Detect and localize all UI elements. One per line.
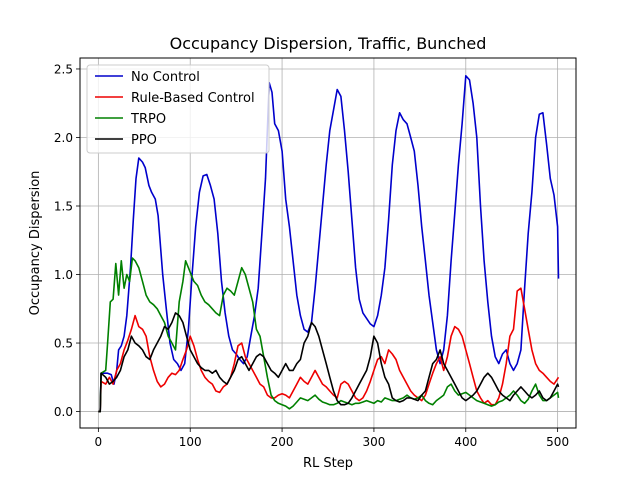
- series-line-ppo: [98, 312, 560, 413]
- x-tick-label: 400: [454, 435, 477, 449]
- y-axis-label: Occupancy Dispersion: [28, 171, 43, 316]
- series-line-trpo: [98, 257, 560, 413]
- legend-label-rule-based-control: Rule-Based Control: [131, 91, 255, 106]
- y-tick-label: 1.5: [54, 200, 73, 214]
- x-tick-label: 500: [546, 435, 569, 449]
- legend-label-ppo: PPO: [131, 133, 157, 148]
- legend-box: [86, 64, 270, 154]
- plot-frame: [79, 57, 577, 429]
- legend-label-trpo: TRPO: [130, 112, 166, 127]
- x-tick-label: 300: [362, 435, 385, 449]
- x-tick-label: 200: [271, 435, 294, 449]
- y-tick-label: 0.0: [54, 405, 73, 419]
- axis-ticks: 0 100 200 300 400 500 0.0 0.5 1.0 1.5 2.0 2.5: [54, 62, 569, 449]
- x-tick-label: 0: [95, 435, 103, 449]
- legend: No Control Rule-Based Control TRPO PPO: [86, 64, 270, 154]
- y-tick-label: 0.5: [54, 337, 73, 351]
- y-tick-label: 1.0: [54, 268, 73, 282]
- legend-label-no-control: No Control: [131, 70, 200, 85]
- y-tick-label: 2.5: [54, 62, 73, 76]
- series-line-no-control: [98, 75, 560, 413]
- y-tick-label: 2.0: [54, 131, 73, 145]
- series-layer: [98, 75, 560, 413]
- x-tick-label: 100: [179, 435, 202, 449]
- x-axis-label: RL Step: [303, 456, 353, 471]
- chart-title: Occupancy Dispersion, Traffic, Bunched: [170, 34, 487, 53]
